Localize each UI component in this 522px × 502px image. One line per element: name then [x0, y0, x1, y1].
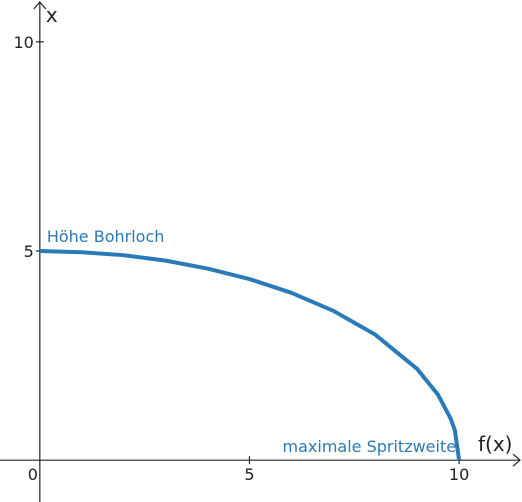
- y-axis-label: x: [46, 3, 58, 27]
- x-axis-arrow: [512, 453, 521, 467]
- y-tick-label: 10: [13, 33, 33, 52]
- curve: [39, 249, 462, 461]
- y-tick-label: 5: [24, 242, 34, 261]
- annotation: maximale Spritzweite: [283, 437, 457, 456]
- x-tick-label: 10: [449, 465, 469, 484]
- annotation: Höhe Bohrloch: [47, 227, 165, 246]
- x-tick-label: 0: [28, 465, 38, 484]
- x-axis-label: f(x): [478, 432, 512, 456]
- y-axis-arrow: [33, 1, 47, 10]
- x-tick-label: 5: [244, 465, 254, 484]
